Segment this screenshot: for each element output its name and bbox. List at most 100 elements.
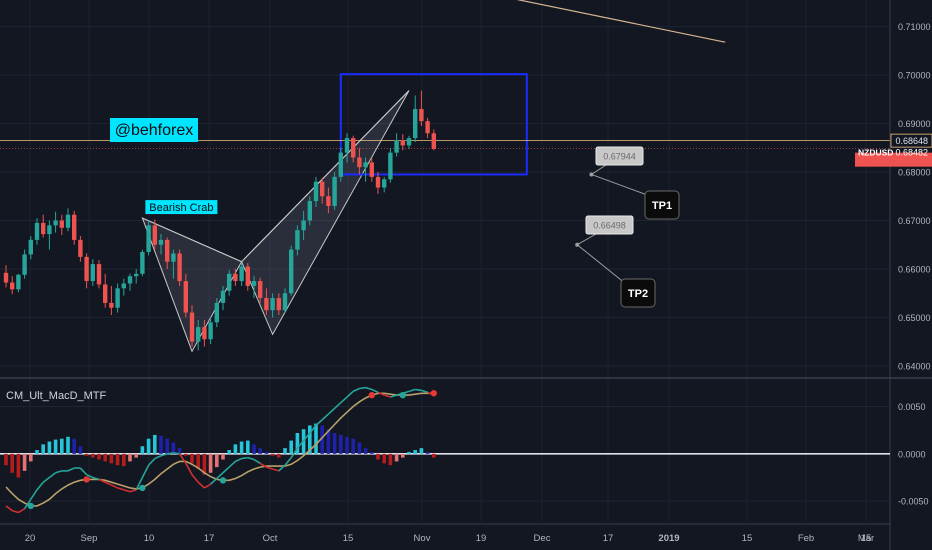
price-tick-label: 0.69000 [898, 119, 931, 129]
time-tick-label: 20 [25, 533, 36, 544]
macd-histogram-bar [134, 453, 138, 458]
macd-line-segment [421, 389, 428, 394]
macd-cross-dot [399, 391, 406, 399]
macd-histogram-bar [190, 453, 194, 464]
price-tick-label: 0.64000 [898, 361, 931, 371]
macd-histogram-bar [91, 453, 95, 458]
harmonic-pattern-bd [241, 90, 410, 263]
macd-histogram [4, 423, 436, 478]
macd-line-segment [415, 388, 422, 392]
target-box [620, 278, 656, 308]
macd-histogram-bar [35, 450, 39, 454]
price-tick-label: 0.70000 [898, 71, 931, 81]
target-connector [576, 233, 597, 246]
macd-histogram-bar [320, 425, 324, 454]
candle-body [375, 176, 381, 188]
macd-histogram-bar [78, 446, 83, 454]
indicator-title[interactable]: CM_Ult_MacD_MTF [6, 390, 107, 402]
candle-body [47, 225, 52, 235]
macd-histogram-bar [208, 453, 213, 473]
target-connector [591, 164, 607, 175]
candle-body [28, 239, 33, 255]
macd-histogram-bar [227, 450, 231, 454]
macd-histogram-bar [140, 446, 145, 454]
macd-line-segment [241, 456, 248, 460]
macd-histogram-bar [382, 453, 386, 464]
candle-body [388, 152, 393, 180]
macd-line-segment [315, 419, 323, 427]
macd-histogram-bar [264, 451, 269, 454]
candle-body [245, 266, 250, 286]
macd-histogram-bar [363, 448, 368, 454]
drawings-front: @behforex Bearish Crab 0.67944 TP1 0.66498 TP… [110, 118, 680, 308]
watermark-text: @behforex [115, 122, 194, 139]
macd-tick-label: -0.0050 [898, 497, 929, 507]
macd-histogram-bar [202, 453, 207, 475]
macd-line-segment [359, 386, 366, 390]
macd-cross-dot [139, 484, 146, 492]
macd-histogram-bar [53, 439, 58, 454]
candle-body [121, 283, 126, 289]
candle-body [369, 162, 374, 177]
macd-histogram-bar [97, 453, 101, 460]
macd-pane[interactable]: CM_Ult_MacD_MTF 0.0050 0.0000 -0.0050 [0, 386, 929, 514]
symbol-price-label: 0.68482 [895, 148, 928, 158]
trend-line [516, 0, 726, 43]
macd-line-segment [86, 473, 94, 479]
macd-histogram-bar [314, 423, 318, 454]
macd-histogram-bar [196, 453, 200, 469]
candle-body [233, 273, 238, 282]
macd-line-segment [23, 498, 32, 510]
target-connector [591, 173, 651, 197]
macd-histogram-bar [16, 453, 21, 478]
macd-line-segment [117, 487, 125, 491]
candle-body [419, 109, 424, 122]
macd-line-segment [17, 508, 26, 514]
time-tick-label: Nov [414, 533, 431, 544]
macd-histogram-bar [326, 429, 331, 454]
macd-lines [5, 386, 437, 514]
macd-histogram-bar [115, 453, 120, 466]
macd-histogram-bar [289, 440, 293, 454]
candle-body [382, 179, 387, 188]
macd-histogram-bar [159, 435, 163, 454]
macd-line-segment [334, 402, 342, 409]
candle-body [115, 288, 120, 308]
macd-line-segment [340, 396, 348, 404]
macd-line-segment [327, 407, 336, 415]
price-axis[interactable]: 0.71000 0.70000 0.69000 0.68000 0.67000 0.660… [855, 0, 932, 550]
price-pane[interactable]: @behforex Bearish Crab 0.67944 TP1 0.66498 TP… [0, 0, 890, 522]
candle-body [165, 239, 170, 262]
candle-body [127, 276, 133, 284]
pattern-label: Bearish Crab [149, 202, 213, 214]
target-anchor [589, 172, 594, 177]
macd-histogram-bar [221, 453, 225, 460]
macd-histogram-bar [41, 444, 45, 454]
time-tick-label: Oct [263, 533, 278, 544]
target-zone-box [339, 73, 528, 176]
macd-histogram-bar [66, 436, 70, 454]
time-tick-label: 15 [343, 533, 354, 544]
candle-body [177, 253, 182, 282]
candle-body [183, 281, 188, 313]
candle-body [214, 302, 219, 323]
price-tick-label: 0.66000 [898, 264, 931, 274]
candle-body [53, 220, 58, 226]
time-tick-label: Dec [534, 533, 551, 544]
candle-body [289, 249, 294, 294]
macd-line-segment [408, 388, 416, 393]
macd-histogram-bar [72, 438, 76, 454]
time-tick-label: 2019 [658, 533, 679, 544]
macd-line-segment [197, 481, 205, 489]
macd-line-segment [191, 474, 199, 483]
macd-line-segment [104, 481, 112, 486]
macd-line-segment [321, 413, 329, 421]
macd-histogram-bar [165, 438, 169, 454]
macd-line-segment [203, 483, 212, 489]
time-tick-label: 17 [204, 533, 215, 544]
candle-body [90, 264, 95, 282]
macd-line-segment [123, 489, 131, 493]
target-label: TP1 [652, 200, 672, 212]
